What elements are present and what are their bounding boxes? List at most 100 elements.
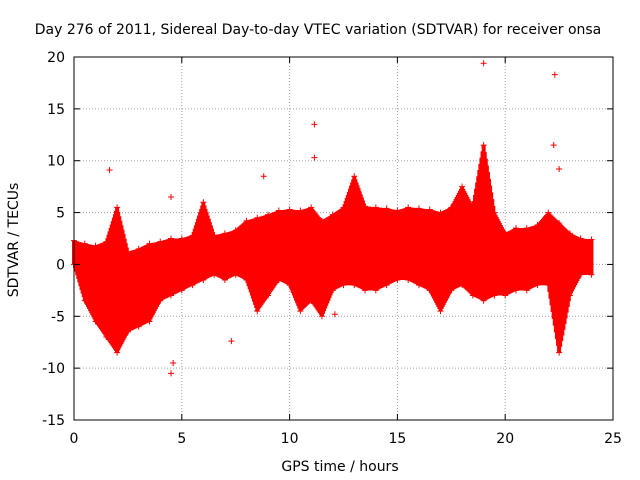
data-point [437, 209, 444, 216]
data-point [211, 271, 218, 278]
data-point [146, 240, 153, 247]
data-point [331, 311, 338, 318]
data-point [146, 318, 153, 325]
data-point [135, 245, 142, 252]
data-point [351, 173, 358, 180]
data-point [232, 271, 239, 278]
data-point [178, 235, 185, 242]
data-point [469, 292, 476, 299]
data-point [523, 225, 530, 232]
x-axis-ticks: 0 5 10 15 20 25 [70, 57, 622, 447]
data-point [168, 292, 175, 299]
data-point [308, 297, 315, 304]
data-point [329, 211, 336, 218]
data-point [211, 232, 218, 239]
data-point [308, 204, 315, 211]
y-tick-label: -15 [42, 413, 65, 429]
grid-lines [74, 57, 613, 420]
data-point [480, 60, 487, 67]
data-point [243, 217, 250, 224]
data-point [448, 204, 455, 211]
data-point [189, 232, 196, 239]
data-point [228, 338, 235, 345]
data-point [318, 217, 325, 224]
data-point [523, 287, 530, 294]
data-point [534, 222, 541, 229]
data-point [577, 235, 584, 242]
data-point [491, 292, 498, 299]
data-point [200, 199, 207, 206]
data-point [92, 318, 99, 325]
y-axis-ticks: -15 -10 -5 0 5 10 15 20 [42, 50, 613, 429]
x-tick-label: 15 [388, 431, 406, 447]
data-point [372, 204, 379, 211]
data-point [550, 142, 557, 149]
y-tick-label: 5 [56, 206, 65, 222]
data-point [556, 349, 563, 356]
data-point [157, 297, 164, 304]
data-point [106, 167, 113, 174]
data-point [275, 207, 282, 214]
data-point [297, 207, 304, 214]
x-tick-label: 0 [70, 431, 79, 447]
data-point [383, 282, 390, 289]
data-point [168, 235, 175, 242]
data-point [415, 282, 422, 289]
data-point [200, 276, 207, 283]
data-point [512, 287, 519, 294]
data-point [551, 71, 558, 78]
data-point [232, 227, 239, 234]
data-point [459, 282, 466, 289]
data-point [415, 205, 422, 212]
data-point [566, 230, 573, 237]
data-point [340, 282, 347, 289]
data-point [275, 276, 282, 283]
x-tick-label: 25 [604, 431, 622, 447]
data-point [480, 142, 487, 149]
data-point [221, 230, 228, 237]
data-point [545, 209, 552, 216]
data-point [260, 173, 267, 180]
data-point [178, 287, 185, 294]
x-tick-label: 20 [496, 431, 514, 447]
data-point [556, 166, 563, 173]
data-point [135, 323, 142, 330]
y-tick-label: 15 [47, 102, 65, 118]
x-tick-label: 5 [177, 431, 186, 447]
data-point [512, 225, 519, 232]
data-point [394, 276, 401, 283]
data-point [588, 271, 595, 278]
data-point [448, 287, 455, 294]
data-point [480, 297, 487, 304]
y-tick-label: -5 [51, 309, 65, 325]
data-point [545, 282, 552, 289]
data-point [189, 282, 196, 289]
data-point [254, 308, 261, 315]
data-point [92, 242, 99, 249]
data-point [588, 236, 595, 243]
data-point [502, 230, 509, 237]
data-point [265, 292, 272, 299]
data-point [426, 206, 433, 213]
data-point [383, 205, 390, 212]
data-point [124, 328, 131, 335]
data-point [351, 282, 358, 289]
data-point [168, 370, 175, 377]
scatter-points [71, 60, 595, 377]
data-point [362, 287, 369, 294]
data-point [405, 276, 412, 283]
y-axis-label: SDTVAR / TECUs [6, 183, 22, 298]
y-tick-label: 20 [47, 50, 65, 66]
y-tick-label: 10 [47, 154, 65, 170]
data-point [114, 349, 121, 356]
plot-frame [73, 56, 614, 421]
data-point [311, 121, 318, 128]
data-point [534, 282, 541, 289]
data-point [362, 203, 369, 210]
data-point [157, 238, 164, 245]
data-point [394, 207, 401, 214]
data-point [81, 297, 88, 304]
x-axis-label: GPS time / hours [281, 459, 398, 475]
data-point [329, 287, 336, 294]
data-point [426, 287, 433, 294]
